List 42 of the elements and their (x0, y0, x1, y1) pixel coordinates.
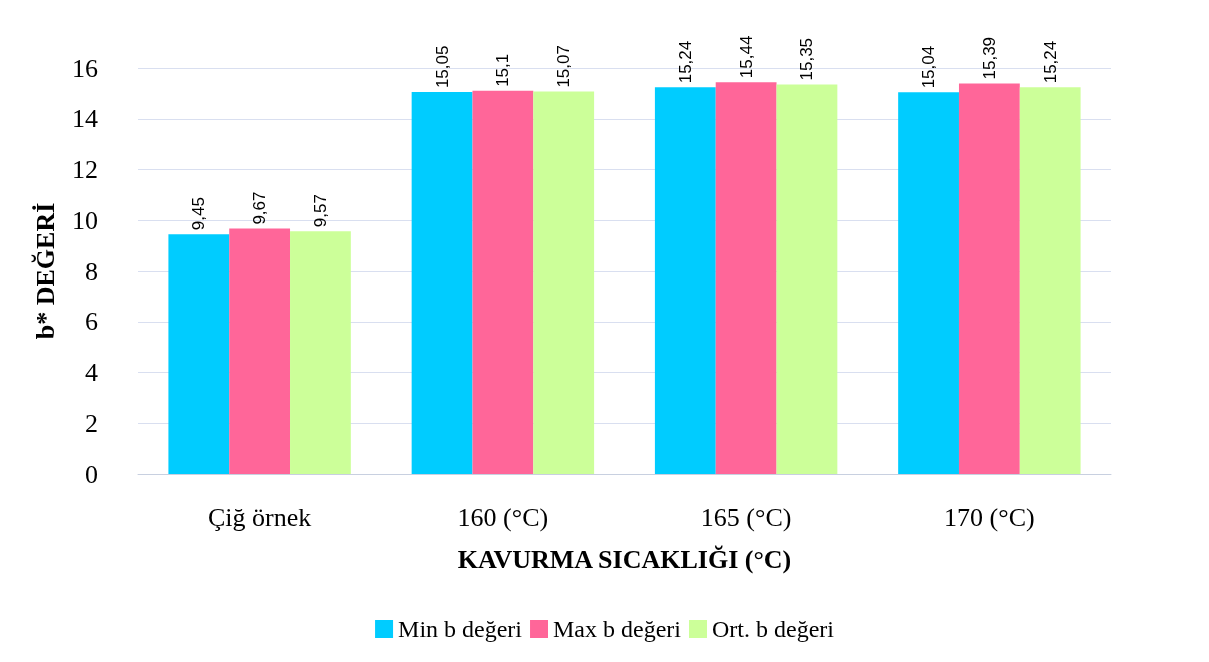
data-label: 15,39 (979, 36, 999, 80)
bar (411, 92, 473, 474)
data-label: 15,04 (919, 45, 939, 89)
data-label: 15,07 (554, 45, 574, 88)
legend-label: Min b değeri (398, 616, 523, 642)
bar (168, 234, 230, 474)
y-tick-label: 0 (85, 459, 98, 489)
bar (654, 87, 716, 474)
data-label: 15,44 (736, 35, 756, 79)
bar (715, 82, 777, 474)
bar (898, 92, 959, 474)
bar (472, 90, 534, 474)
bar (1019, 87, 1081, 474)
data-label: 15,35 (797, 37, 817, 81)
y-tick-label: 12 (72, 155, 98, 184)
y-tick-label: 2 (85, 408, 98, 438)
bar (533, 91, 595, 474)
y-tick-label: 8 (85, 256, 98, 286)
data-label: 15,1 (493, 53, 513, 87)
x-tick-label: 160 (°C) (457, 502, 549, 532)
legend-label: Max b değeri (553, 616, 682, 642)
y-tick-label: 14 (72, 104, 98, 134)
y-tick-label: 4 (85, 358, 98, 387)
x-tick-label: 165 (°C) (700, 502, 792, 532)
data-label: 15,24 (1040, 40, 1060, 84)
y-axis-title: b* DEĞERİ (30, 202, 60, 340)
bar (958, 83, 1020, 474)
x-tick-label: Çiğ örnek (207, 502, 312, 532)
data-label: 15,24 (675, 40, 695, 84)
data-label: 9,67 (250, 191, 270, 225)
data-label: 9,57 (310, 194, 330, 228)
x-axis-title: KAVURMA SICAKLIĞI (°C) (457, 544, 792, 574)
legend-label: Ort. b değeri (711, 616, 835, 642)
data-label: 15,05 (432, 45, 452, 89)
y-tick-label: 16 (72, 53, 98, 83)
bar (776, 84, 838, 474)
x-tick-label: 170 (°C) (944, 502, 1035, 532)
y-tick-label: 6 (85, 307, 98, 337)
bar (229, 228, 291, 474)
bar (290, 231, 351, 474)
data-label: 9,45 (189, 197, 209, 231)
y-tick-label: 10 (72, 205, 98, 235)
